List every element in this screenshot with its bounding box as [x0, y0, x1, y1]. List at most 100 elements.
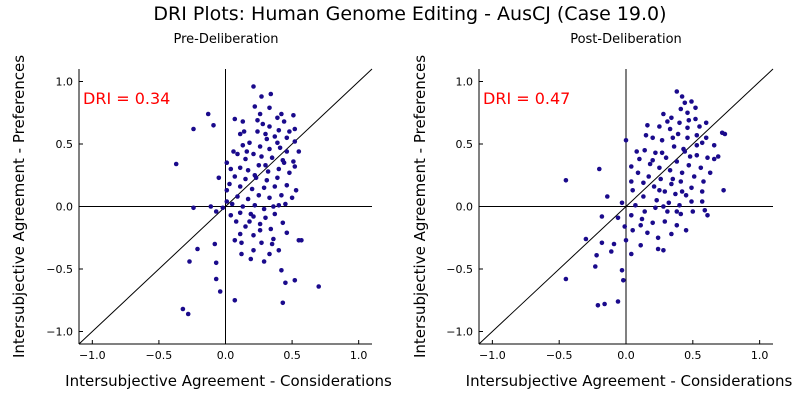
data-point: [237, 231, 243, 237]
data-point: [615, 299, 621, 304]
data-point: [239, 240, 244, 246]
data-point: [287, 129, 292, 134]
data-point: [187, 259, 192, 264]
data-point: [699, 189, 705, 194]
data-point: [687, 154, 693, 159]
data-point: [622, 224, 627, 229]
data-point: [677, 120, 682, 126]
data-point: [261, 259, 267, 264]
y-axis-label: Intersubjective Agreement - Preferences: [411, 55, 429, 358]
y-tick-label: 0.5: [56, 138, 74, 151]
data-point: [689, 185, 694, 191]
y-axis-label: Intersubjective Agreement - Preferences: [10, 55, 28, 358]
y-tick-label: −1.0: [46, 326, 73, 339]
data-point: [263, 163, 268, 168]
data-point: [251, 151, 256, 157]
data-point: [681, 146, 686, 152]
data-point: [641, 194, 646, 199]
data-point: [703, 135, 709, 141]
data-point: [279, 111, 284, 117]
data-point: [293, 188, 299, 193]
data-point: [281, 119, 287, 124]
data-point: [669, 181, 674, 187]
data-point: [216, 175, 222, 181]
x-tick-label: 1.0: [751, 349, 769, 362]
data-point: [208, 204, 214, 209]
data-point: [629, 164, 634, 169]
data-point: [645, 230, 650, 236]
data-point: [232, 174, 238, 179]
data-point: [267, 251, 272, 257]
data-point: [609, 249, 614, 254]
data-point: [316, 284, 322, 289]
data-point: [256, 193, 262, 198]
data-point: [195, 246, 200, 252]
data-point: [647, 161, 653, 167]
data-point: [292, 278, 298, 283]
data-point: [224, 160, 230, 165]
data-point: [563, 276, 569, 282]
data-point: [191, 205, 196, 211]
data-point: [257, 228, 263, 233]
data-point: [679, 94, 685, 99]
data-point: [682, 100, 688, 106]
data-point: [272, 184, 278, 189]
data-point: [276, 128, 282, 133]
data-point: [715, 154, 721, 159]
data-point: [637, 156, 642, 162]
data-point: [694, 153, 700, 158]
x-tick-label: −0.5: [546, 349, 573, 362]
data-point: [623, 238, 629, 243]
data-point: [284, 183, 290, 188]
data-point: [678, 179, 684, 184]
data-point: [657, 124, 662, 129]
data-point: [629, 251, 634, 257]
data-point: [650, 135, 655, 141]
x-tick-label: 0.5: [684, 349, 702, 362]
x-tick-label: 1.0: [350, 349, 368, 362]
data-point: [283, 201, 288, 207]
x-tick-label: −1.0: [479, 349, 506, 362]
data-point: [642, 209, 647, 214]
data-point: [657, 188, 662, 193]
data-point: [283, 280, 288, 286]
data-point: [243, 156, 248, 162]
data-point: [191, 126, 196, 132]
data-point: [231, 149, 236, 154]
data-point: [629, 179, 634, 184]
data-point: [281, 160, 287, 165]
data-point: [217, 289, 223, 294]
data-point: [259, 240, 264, 246]
data-point: [267, 105, 272, 111]
data-point: [643, 133, 649, 138]
data-point: [243, 224, 248, 229]
y-tick-label: 0.0: [56, 201, 74, 214]
data-point: [563, 178, 569, 183]
data-point: [605, 194, 610, 199]
data-point: [691, 174, 697, 179]
data-point: [633, 203, 638, 208]
data-point: [287, 170, 292, 176]
data-point: [683, 193, 689, 198]
data-point: [299, 238, 304, 243]
data-point: [685, 110, 690, 116]
data-point: [247, 219, 252, 224]
data-point: [265, 169, 271, 174]
data-point: [685, 135, 690, 141]
data-point: [669, 231, 674, 237]
data-point: [248, 211, 254, 217]
data-point: [213, 209, 219, 214]
data-point: [615, 215, 621, 221]
data-point: [212, 241, 218, 247]
data-point: [711, 156, 717, 162]
data-point: [661, 111, 666, 117]
data-point: [678, 211, 684, 217]
reference-line-diagonal: [478, 68, 774, 345]
data-point: [237, 131, 243, 137]
data-point: [611, 241, 617, 247]
data-point: [263, 215, 268, 221]
data-point: [276, 166, 282, 172]
data-point: [269, 155, 275, 160]
data-point: [228, 213, 234, 218]
data-point: [275, 115, 280, 121]
